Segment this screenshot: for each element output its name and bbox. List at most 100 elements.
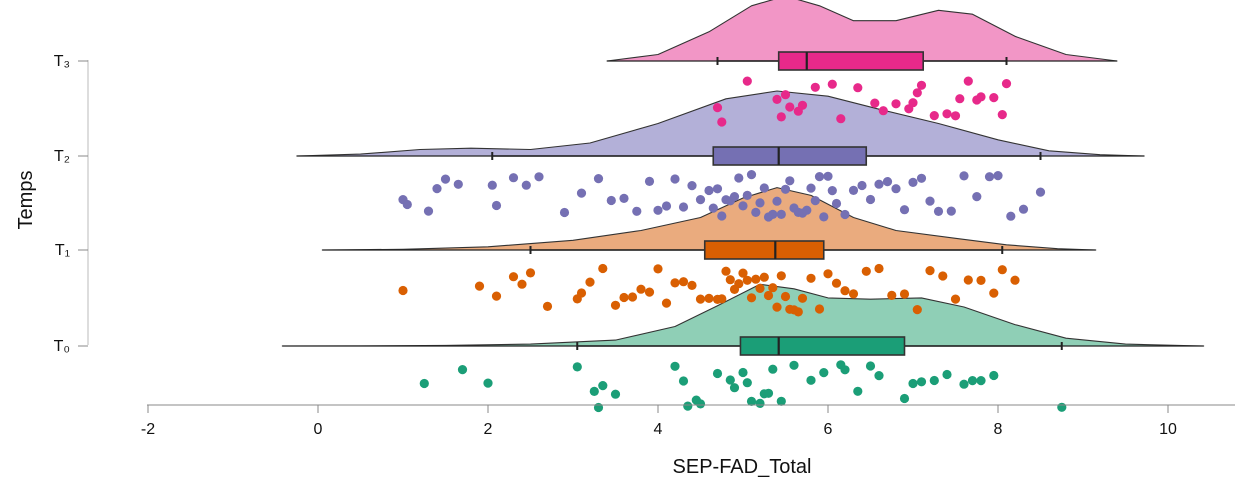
data-point — [891, 184, 901, 194]
data-point — [491, 200, 502, 211]
data-point — [976, 92, 986, 102]
data-point — [993, 171, 1003, 181]
data-point — [776, 271, 786, 281]
data-point — [874, 263, 884, 274]
data-point — [959, 379, 969, 389]
data-point — [683, 401, 693, 411]
data-point — [402, 199, 412, 210]
data-point — [780, 184, 791, 194]
data-point — [576, 288, 587, 298]
data-point — [853, 386, 863, 396]
data-point — [984, 172, 995, 182]
data-point — [929, 111, 939, 121]
data-point — [717, 117, 727, 127]
box-iqr — [712, 146, 868, 166]
data-point — [734, 173, 744, 183]
data-point — [751, 207, 761, 217]
data-point — [891, 99, 901, 109]
data-point — [738, 367, 748, 378]
data-point — [916, 377, 927, 387]
data-point — [627, 292, 638, 302]
data-point — [870, 98, 880, 108]
data-point — [955, 94, 965, 104]
data-point — [704, 293, 714, 303]
data-point — [670, 278, 680, 288]
data-point — [814, 172, 825, 182]
data-point — [653, 264, 663, 274]
data-point — [908, 177, 918, 187]
data-point — [989, 93, 999, 103]
data-point — [398, 285, 408, 296]
x-ticks: -2 0 2 4 6 8 10 — [141, 405, 1177, 438]
data-point — [517, 279, 527, 289]
data-point — [848, 289, 859, 299]
data-point — [772, 302, 782, 312]
data-point — [823, 269, 833, 279]
x-axis: -2 0 2 4 6 8 10 SEP-FAD_Total — [141, 404, 1235, 477]
data-point — [712, 103, 723, 113]
x-tick-label: 8 — [994, 421, 1003, 438]
data-point — [942, 369, 952, 380]
data-point — [768, 283, 778, 293]
data-point — [742, 190, 752, 200]
y-ticks: T₀ T₁ T₂ T₃ — [54, 53, 88, 355]
data-point — [789, 360, 799, 370]
data-point — [738, 201, 748, 211]
x-tick-label: 2 — [484, 421, 493, 438]
data-point — [598, 263, 608, 274]
data-point — [644, 287, 655, 297]
data-point — [1001, 79, 1012, 89]
data-point — [419, 378, 429, 389]
data-point — [899, 393, 910, 404]
data-point — [576, 188, 587, 198]
data-point — [972, 192, 982, 202]
data-point — [827, 186, 837, 196]
data-point — [776, 209, 786, 219]
data-point — [802, 205, 812, 215]
data-point — [827, 79, 837, 89]
data-point — [759, 272, 769, 282]
y-axis-title: Temps — [15, 171, 37, 230]
data-point — [989, 288, 999, 298]
box-iqr — [739, 336, 906, 356]
y-tick-label: T₁ — [55, 242, 70, 259]
data-point — [908, 98, 918, 108]
data-point — [836, 114, 846, 124]
data-point — [874, 371, 884, 381]
y-axis: T₀ T₁ T₂ T₃ Temps — [15, 53, 89, 355]
boxplots — [491, 51, 1063, 356]
data-point — [598, 381, 608, 391]
data-point — [440, 174, 451, 184]
data-point — [819, 368, 829, 378]
data-point — [997, 110, 1007, 120]
data-point — [925, 196, 935, 206]
density-cloud — [281, 283, 1205, 347]
data-point — [474, 281, 485, 291]
data-point — [810, 82, 820, 92]
data-point — [678, 277, 689, 287]
data-point — [508, 272, 519, 282]
data-point — [793, 307, 803, 317]
data-point — [950, 111, 961, 121]
x-tick-label: 4 — [654, 421, 663, 438]
data-point — [772, 94, 782, 104]
data-point — [755, 283, 765, 293]
data-point — [819, 212, 829, 222]
data-point — [712, 184, 723, 194]
data-point — [899, 205, 910, 215]
data-point — [521, 180, 531, 190]
data-point — [763, 290, 774, 301]
data-point — [423, 206, 434, 216]
data-point — [916, 80, 927, 90]
data-point — [797, 100, 808, 110]
data-point — [610, 389, 621, 399]
data-point — [746, 396, 757, 406]
data-point — [678, 202, 689, 212]
data-point — [768, 209, 778, 219]
y-tick-label: T₀ — [54, 338, 70, 355]
data-point — [963, 275, 973, 285]
data-point — [661, 201, 672, 211]
data-point — [989, 370, 999, 381]
data-point — [572, 362, 582, 372]
data-point — [695, 294, 706, 304]
